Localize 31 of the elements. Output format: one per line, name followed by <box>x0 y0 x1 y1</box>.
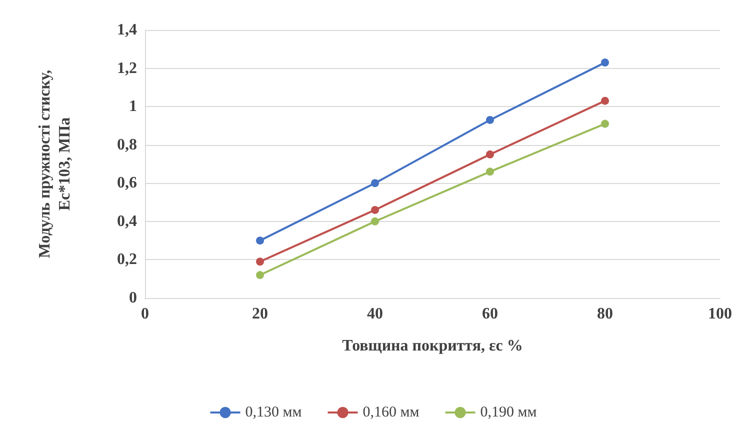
y-tick-label: 1,4 <box>117 22 137 38</box>
legend-label: 0,130 мм <box>245 404 302 420</box>
point <box>256 271 264 280</box>
point <box>601 58 609 67</box>
point <box>371 206 379 214</box>
x-tick-label: 100 <box>708 306 732 322</box>
x-tick-label: 60 <box>482 306 498 322</box>
y-tick-label: 1 <box>129 98 137 116</box>
y-tick-label: 0,2 <box>117 251 137 268</box>
point <box>371 179 379 188</box>
point <box>256 258 264 266</box>
x-tick-label: 20 <box>252 306 268 322</box>
legend-label: 0,160 мм <box>362 404 420 420</box>
y-axis-title: Модуль пружності стиску, Ec*103, МПа <box>36 70 74 258</box>
x-axis-title: Товщина покриття, εc % <box>342 338 523 354</box>
point <box>601 120 609 128</box>
point <box>371 217 379 226</box>
point <box>486 168 494 176</box>
point <box>601 96 609 105</box>
y-tick-label: 0,4 <box>117 212 137 230</box>
point <box>486 116 494 124</box>
y-tick-label: 0,8 <box>117 136 137 154</box>
x-tick-label: 0 <box>141 306 149 322</box>
y-tick-label: 0 <box>129 290 137 306</box>
point <box>486 150 494 158</box>
x-tick-label: 80 <box>597 306 613 322</box>
y-tick-label: 0,6 <box>117 174 137 192</box>
legend-label: 0,190 мм <box>480 404 538 420</box>
x-tick-label: 40 <box>367 306 383 322</box>
y-tick-label: 1,2 <box>117 60 137 77</box>
point <box>256 236 264 245</box>
